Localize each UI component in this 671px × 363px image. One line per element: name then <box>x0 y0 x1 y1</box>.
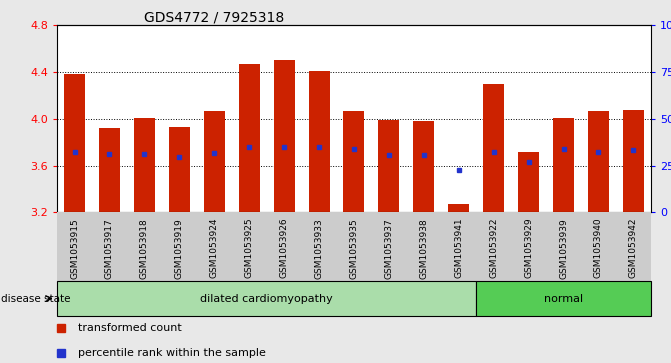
Bar <box>553 118 574 212</box>
Bar <box>57 281 476 316</box>
Text: dilated cardiomyopathy: dilated cardiomyopathy <box>200 294 333 303</box>
Bar <box>476 281 651 316</box>
Bar <box>134 118 155 212</box>
Bar <box>378 120 399 212</box>
Text: percentile rank within the sample: percentile rank within the sample <box>78 348 266 358</box>
Text: GSM1053924: GSM1053924 <box>210 218 219 278</box>
Text: GSM1053942: GSM1053942 <box>629 218 638 278</box>
Bar <box>64 74 85 212</box>
Bar <box>588 111 609 212</box>
Text: GSM1053938: GSM1053938 <box>419 218 428 279</box>
Bar <box>483 84 504 212</box>
Text: GSM1053941: GSM1053941 <box>454 218 463 278</box>
Text: GSM1053925: GSM1053925 <box>245 218 254 278</box>
Text: normal: normal <box>544 294 583 303</box>
Bar <box>623 110 644 212</box>
Bar <box>309 71 329 212</box>
Bar <box>413 121 434 212</box>
Text: GSM1053922: GSM1053922 <box>489 218 498 278</box>
Bar <box>274 61 295 212</box>
Bar <box>448 204 469 212</box>
Text: GSM1053918: GSM1053918 <box>140 218 149 279</box>
Bar <box>239 64 260 212</box>
Bar <box>99 128 120 212</box>
Text: GSM1053926: GSM1053926 <box>280 218 289 278</box>
Text: GSM1053933: GSM1053933 <box>315 218 323 279</box>
Text: disease state: disease state <box>1 294 70 303</box>
Bar <box>204 111 225 212</box>
Bar <box>518 152 539 212</box>
Text: GSM1053937: GSM1053937 <box>384 218 393 279</box>
Text: GSM1053919: GSM1053919 <box>174 218 184 279</box>
Text: GSM1053939: GSM1053939 <box>559 218 568 279</box>
Text: GSM1053929: GSM1053929 <box>524 218 533 278</box>
Bar <box>57 212 651 281</box>
Bar <box>344 111 364 212</box>
Text: GSM1053940: GSM1053940 <box>594 218 603 278</box>
Bar <box>169 127 190 212</box>
Text: GSM1053915: GSM1053915 <box>70 218 79 279</box>
Text: GDS4772 / 7925318: GDS4772 / 7925318 <box>144 11 285 25</box>
Text: GSM1053935: GSM1053935 <box>350 218 358 279</box>
Text: GSM1053917: GSM1053917 <box>105 218 114 279</box>
Text: transformed count: transformed count <box>78 323 182 333</box>
